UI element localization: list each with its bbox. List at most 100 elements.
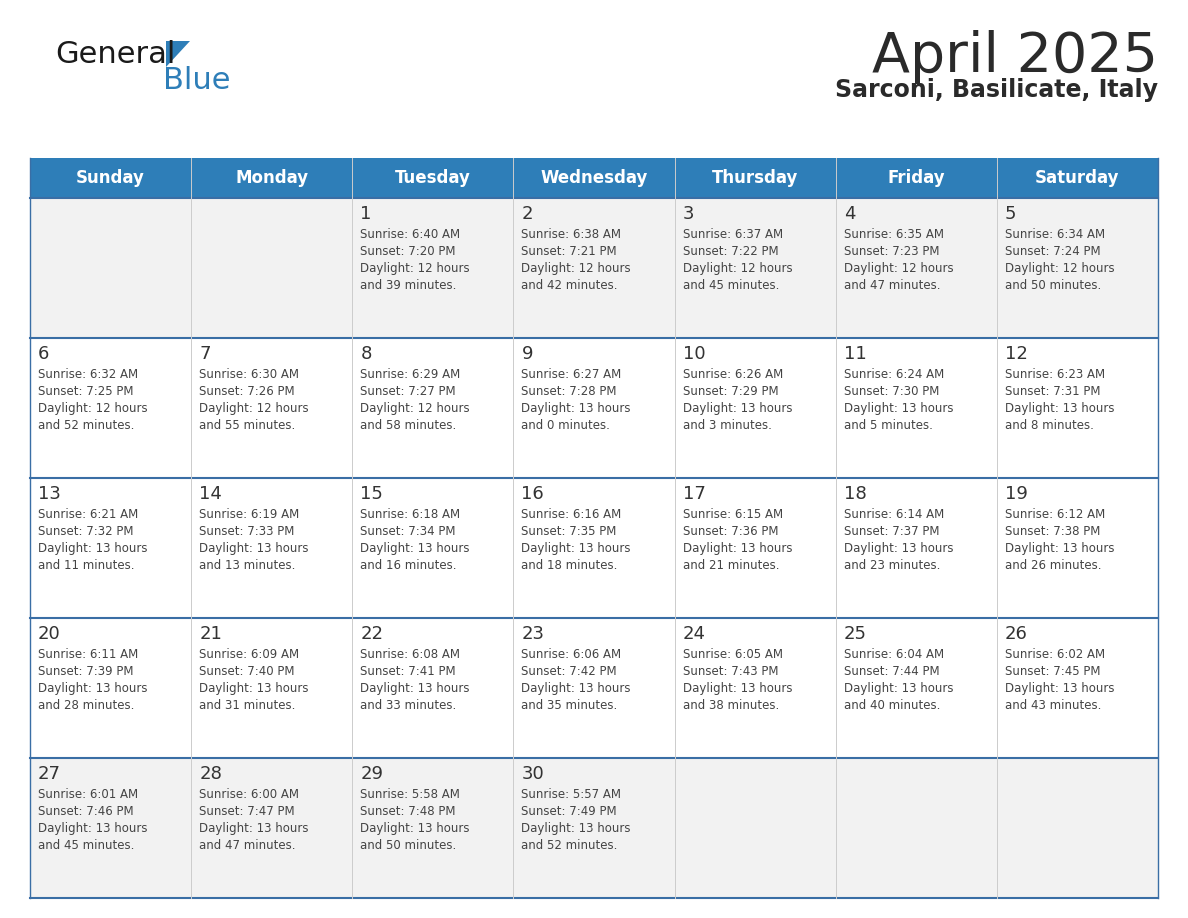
Text: 20: 20	[38, 625, 61, 643]
Text: Sunrise: 6:34 AM: Sunrise: 6:34 AM	[1005, 228, 1105, 241]
Text: 29: 29	[360, 765, 384, 783]
Text: Daylight: 13 hours: Daylight: 13 hours	[1005, 682, 1114, 695]
Text: Sunrise: 5:58 AM: Sunrise: 5:58 AM	[360, 788, 460, 801]
Text: Sunrise: 6:08 AM: Sunrise: 6:08 AM	[360, 648, 460, 661]
Text: Sunrise: 6:16 AM: Sunrise: 6:16 AM	[522, 508, 621, 521]
Text: Sunset: 7:27 PM: Sunset: 7:27 PM	[360, 385, 456, 398]
Text: 16: 16	[522, 485, 544, 503]
Text: Sunset: 7:29 PM: Sunset: 7:29 PM	[683, 385, 778, 398]
Text: Sunrise: 6:09 AM: Sunrise: 6:09 AM	[200, 648, 299, 661]
Text: Daylight: 13 hours: Daylight: 13 hours	[200, 822, 309, 835]
Text: 13: 13	[38, 485, 61, 503]
Text: and 42 minutes.: and 42 minutes.	[522, 279, 618, 292]
Text: Sunrise: 6:19 AM: Sunrise: 6:19 AM	[200, 508, 299, 521]
Text: 15: 15	[360, 485, 384, 503]
Text: 2: 2	[522, 205, 533, 223]
Text: Daylight: 13 hours: Daylight: 13 hours	[38, 542, 147, 555]
Text: Sunset: 7:40 PM: Sunset: 7:40 PM	[200, 665, 295, 678]
Text: Sunset: 7:46 PM: Sunset: 7:46 PM	[38, 805, 133, 818]
Text: Sunrise: 6:23 AM: Sunrise: 6:23 AM	[1005, 368, 1105, 381]
Text: Daylight: 13 hours: Daylight: 13 hours	[360, 822, 469, 835]
Text: Sunset: 7:30 PM: Sunset: 7:30 PM	[843, 385, 939, 398]
Text: Sunset: 7:21 PM: Sunset: 7:21 PM	[522, 245, 617, 258]
Text: 6: 6	[38, 345, 50, 363]
Text: and 58 minutes.: and 58 minutes.	[360, 419, 456, 432]
Text: Sunrise: 6:12 AM: Sunrise: 6:12 AM	[1005, 508, 1105, 521]
Text: Daylight: 13 hours: Daylight: 13 hours	[522, 682, 631, 695]
Text: 12: 12	[1005, 345, 1028, 363]
Text: Sunrise: 6:38 AM: Sunrise: 6:38 AM	[522, 228, 621, 241]
Text: Daylight: 13 hours: Daylight: 13 hours	[360, 682, 469, 695]
Text: 19: 19	[1005, 485, 1028, 503]
Text: Sunrise: 6:05 AM: Sunrise: 6:05 AM	[683, 648, 783, 661]
Text: and 52 minutes.: and 52 minutes.	[38, 419, 134, 432]
Text: Sunset: 7:34 PM: Sunset: 7:34 PM	[360, 525, 456, 538]
Text: Sunrise: 6:27 AM: Sunrise: 6:27 AM	[522, 368, 621, 381]
Text: Sunrise: 6:26 AM: Sunrise: 6:26 AM	[683, 368, 783, 381]
Text: Daylight: 12 hours: Daylight: 12 hours	[38, 402, 147, 415]
Text: Sunrise: 6:14 AM: Sunrise: 6:14 AM	[843, 508, 944, 521]
Text: 9: 9	[522, 345, 533, 363]
Text: 7: 7	[200, 345, 210, 363]
Text: 28: 28	[200, 765, 222, 783]
Text: Sunrise: 6:35 AM: Sunrise: 6:35 AM	[843, 228, 943, 241]
Text: Sunset: 7:48 PM: Sunset: 7:48 PM	[360, 805, 456, 818]
Text: 5: 5	[1005, 205, 1017, 223]
Text: Sunset: 7:31 PM: Sunset: 7:31 PM	[1005, 385, 1100, 398]
Text: Sunset: 7:32 PM: Sunset: 7:32 PM	[38, 525, 133, 538]
Text: Daylight: 12 hours: Daylight: 12 hours	[522, 262, 631, 275]
Text: 8: 8	[360, 345, 372, 363]
Text: Daylight: 13 hours: Daylight: 13 hours	[843, 542, 953, 555]
Bar	[30, 758, 1158, 898]
Text: Sunset: 7:23 PM: Sunset: 7:23 PM	[843, 245, 940, 258]
Text: 10: 10	[683, 345, 706, 363]
Bar	[30, 478, 1158, 618]
Text: 18: 18	[843, 485, 866, 503]
Text: Sunset: 7:41 PM: Sunset: 7:41 PM	[360, 665, 456, 678]
Text: Daylight: 12 hours: Daylight: 12 hours	[200, 402, 309, 415]
Text: Sunrise: 6:37 AM: Sunrise: 6:37 AM	[683, 228, 783, 241]
Text: 25: 25	[843, 625, 867, 643]
Text: Sunrise: 6:21 AM: Sunrise: 6:21 AM	[38, 508, 138, 521]
Text: 11: 11	[843, 345, 866, 363]
Text: and 35 minutes.: and 35 minutes.	[522, 699, 618, 712]
Text: Sunset: 7:36 PM: Sunset: 7:36 PM	[683, 525, 778, 538]
Text: Sunday: Sunday	[76, 169, 145, 187]
Text: 17: 17	[683, 485, 706, 503]
Text: Sunset: 7:39 PM: Sunset: 7:39 PM	[38, 665, 133, 678]
Text: Daylight: 13 hours: Daylight: 13 hours	[38, 822, 147, 835]
Text: Sunrise: 6:30 AM: Sunrise: 6:30 AM	[200, 368, 299, 381]
Text: Daylight: 13 hours: Daylight: 13 hours	[522, 542, 631, 555]
Text: Sunrise: 6:18 AM: Sunrise: 6:18 AM	[360, 508, 461, 521]
Text: Saturday: Saturday	[1035, 169, 1119, 187]
Text: Tuesday: Tuesday	[394, 169, 470, 187]
Text: Sunset: 7:24 PM: Sunset: 7:24 PM	[1005, 245, 1100, 258]
Text: Sunrise: 6:04 AM: Sunrise: 6:04 AM	[843, 648, 943, 661]
Text: 4: 4	[843, 205, 855, 223]
Text: 21: 21	[200, 625, 222, 643]
Polygon shape	[166, 41, 190, 67]
Text: Daylight: 13 hours: Daylight: 13 hours	[360, 542, 469, 555]
Text: 14: 14	[200, 485, 222, 503]
Text: and 47 minutes.: and 47 minutes.	[843, 279, 940, 292]
Text: and 23 minutes.: and 23 minutes.	[843, 559, 940, 572]
Text: and 50 minutes.: and 50 minutes.	[1005, 279, 1101, 292]
Text: and 31 minutes.: and 31 minutes.	[200, 699, 296, 712]
Text: Sunset: 7:28 PM: Sunset: 7:28 PM	[522, 385, 617, 398]
Text: and 33 minutes.: and 33 minutes.	[360, 699, 456, 712]
Text: Sunrise: 6:06 AM: Sunrise: 6:06 AM	[522, 648, 621, 661]
Text: Thursday: Thursday	[712, 169, 798, 187]
Text: Sunrise: 6:24 AM: Sunrise: 6:24 AM	[843, 368, 944, 381]
Text: Daylight: 13 hours: Daylight: 13 hours	[683, 542, 792, 555]
Text: and 38 minutes.: and 38 minutes.	[683, 699, 779, 712]
Text: Daylight: 12 hours: Daylight: 12 hours	[360, 262, 470, 275]
Text: Sunrise: 6:40 AM: Sunrise: 6:40 AM	[360, 228, 461, 241]
Text: and 43 minutes.: and 43 minutes.	[1005, 699, 1101, 712]
Text: Daylight: 13 hours: Daylight: 13 hours	[1005, 542, 1114, 555]
Text: Sunset: 7:45 PM: Sunset: 7:45 PM	[1005, 665, 1100, 678]
Text: and 8 minutes.: and 8 minutes.	[1005, 419, 1094, 432]
Bar	[30, 158, 1158, 198]
Text: and 11 minutes.: and 11 minutes.	[38, 559, 134, 572]
Text: Sunrise: 6:01 AM: Sunrise: 6:01 AM	[38, 788, 138, 801]
Text: Sunrise: 6:00 AM: Sunrise: 6:00 AM	[200, 788, 299, 801]
